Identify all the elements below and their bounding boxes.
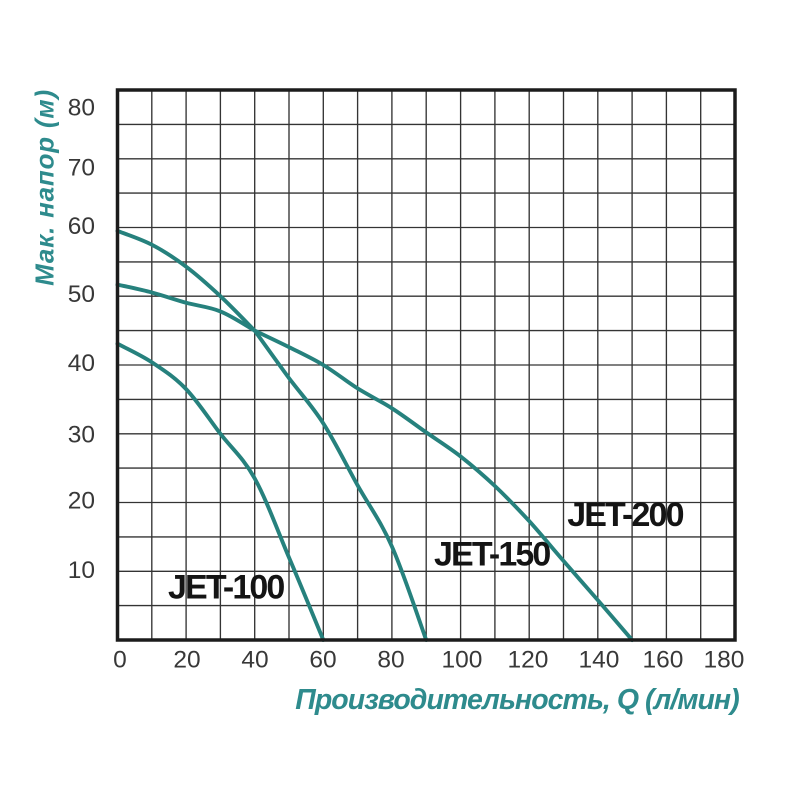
svg-text:80: 80 — [377, 647, 404, 674]
svg-text:0: 0 — [113, 647, 127, 674]
svg-text:80: 80 — [68, 95, 95, 122]
svg-text:20: 20 — [173, 647, 200, 674]
svg-text:Мак. напор (м): Мак. напор (м) — [30, 89, 60, 286]
svg-text:40: 40 — [68, 350, 95, 377]
svg-text:JET-100: JET-100 — [168, 569, 284, 607]
svg-text:140: 140 — [579, 647, 620, 674]
svg-text:180: 180 — [704, 647, 745, 674]
svg-text:20: 20 — [68, 488, 95, 515]
svg-text:Производительность, Q (л/мин): Производительность, Q (л/мин) — [295, 684, 739, 716]
svg-text:50: 50 — [68, 281, 95, 308]
svg-text:100: 100 — [442, 647, 483, 674]
svg-text:30: 30 — [68, 422, 95, 449]
svg-text:60: 60 — [68, 213, 95, 240]
svg-text:40: 40 — [241, 647, 268, 674]
svg-text:120: 120 — [508, 647, 549, 674]
svg-text:JET-200: JET-200 — [567, 496, 683, 534]
svg-text:60: 60 — [309, 647, 336, 674]
svg-text:160: 160 — [643, 647, 684, 674]
svg-text:70: 70 — [68, 155, 95, 182]
svg-text:10: 10 — [68, 557, 95, 584]
svg-text:JET-150: JET-150 — [434, 536, 550, 574]
